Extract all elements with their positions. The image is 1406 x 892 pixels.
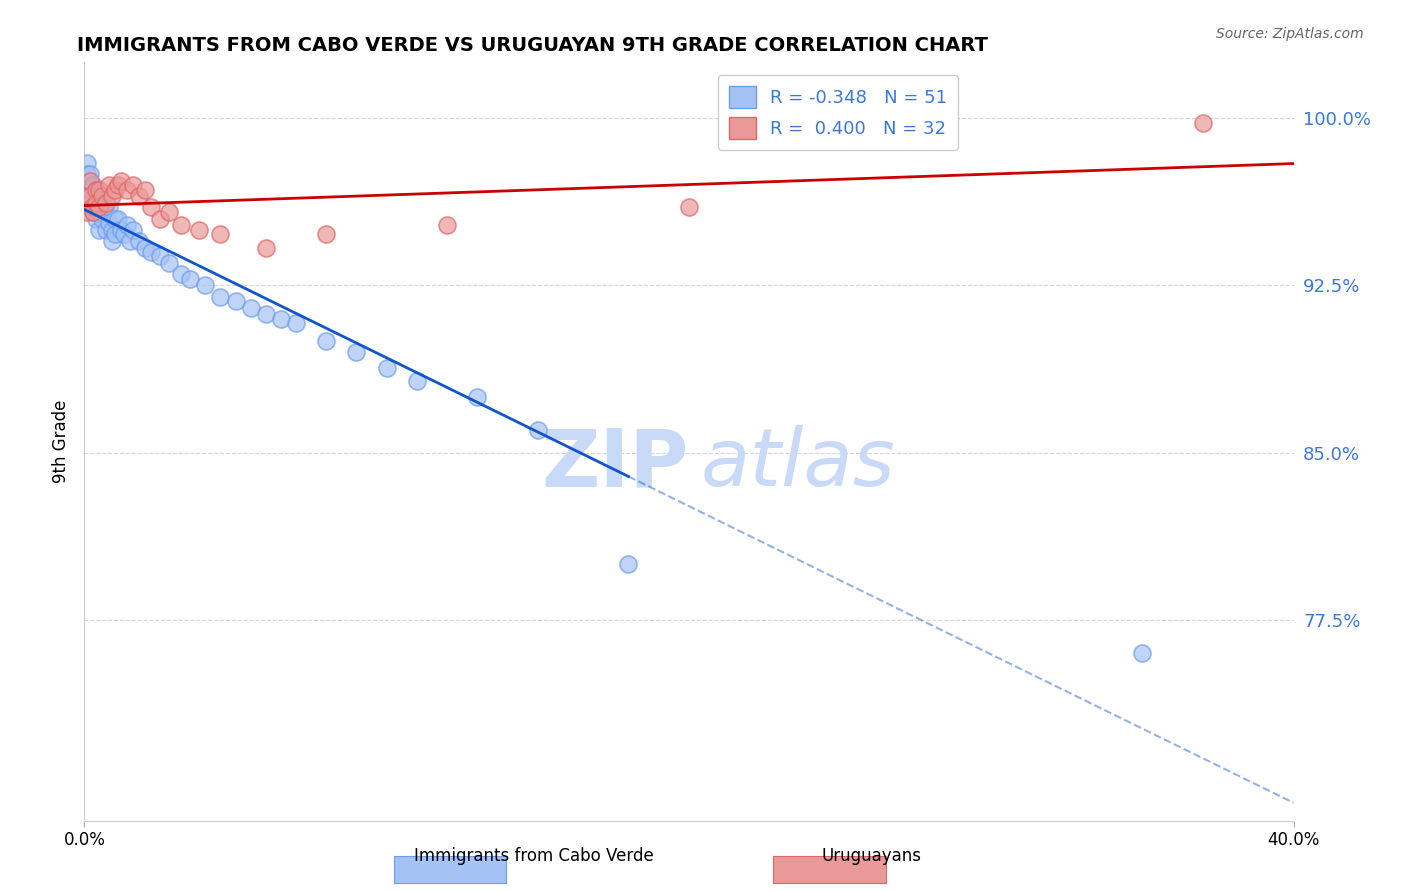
- Point: [79, 189, 101, 203]
- Point: [86, 211, 108, 226]
- Point: [79, 173, 101, 187]
- Point: [86, 182, 108, 196]
- Text: IMMIGRANTS FROM CABO VERDE VS URUGUAYAN 9TH GRADE CORRELATION CHART: IMMIGRANTS FROM CABO VERDE VS URUGUAYAN …: [77, 36, 988, 54]
- Point: [285, 316, 308, 330]
- Point: [94, 196, 117, 211]
- Point: [157, 205, 180, 219]
- Point: [86, 201, 108, 215]
- Point: [76, 155, 98, 169]
- Point: [110, 173, 132, 187]
- Point: [239, 301, 262, 315]
- Text: Uruguayans: Uruguayans: [821, 847, 922, 865]
- Text: atlas: atlas: [702, 425, 896, 503]
- Point: [82, 205, 104, 219]
- Point: [128, 234, 150, 248]
- Point: [678, 201, 700, 215]
- Point: [97, 178, 120, 192]
- Point: [179, 271, 201, 285]
- Point: [97, 201, 120, 215]
- Point: [110, 222, 132, 236]
- Text: Source: ZipAtlas.com: Source: ZipAtlas.com: [1216, 27, 1364, 41]
- Point: [128, 189, 150, 203]
- Point: [97, 216, 120, 230]
- Point: [139, 244, 162, 259]
- Point: [76, 167, 98, 181]
- Point: [315, 227, 337, 241]
- Point: [82, 201, 104, 215]
- Point: [91, 189, 114, 203]
- Point: [209, 289, 232, 303]
- Point: [467, 390, 489, 404]
- Point: [86, 182, 108, 196]
- Point: [315, 334, 337, 348]
- Point: [89, 201, 111, 215]
- Point: [91, 196, 114, 211]
- Point: [436, 218, 458, 232]
- Point: [188, 222, 211, 236]
- Point: [527, 423, 550, 437]
- Point: [76, 205, 98, 219]
- Point: [149, 250, 172, 264]
- Point: [346, 345, 368, 359]
- Point: [170, 267, 193, 281]
- Point: [121, 222, 143, 236]
- Point: [209, 227, 232, 241]
- Point: [254, 307, 277, 321]
- Point: [170, 218, 193, 232]
- Point: [134, 240, 156, 255]
- Point: [107, 178, 129, 192]
- Point: [104, 182, 127, 196]
- Point: [89, 189, 111, 203]
- Text: Immigrants from Cabo Verde: Immigrants from Cabo Verde: [415, 847, 654, 865]
- Point: [375, 360, 398, 375]
- Point: [139, 201, 162, 215]
- Point: [94, 205, 117, 219]
- Point: [94, 222, 117, 236]
- Point: [89, 182, 111, 196]
- Point: [100, 234, 122, 248]
- Point: [115, 218, 138, 232]
- Point: [115, 182, 138, 196]
- Point: [104, 211, 127, 226]
- Point: [82, 205, 104, 219]
- Point: [617, 557, 640, 571]
- Point: [100, 222, 122, 236]
- Point: [149, 211, 172, 226]
- Point: [118, 234, 141, 248]
- Point: [270, 311, 292, 326]
- Point: [254, 240, 277, 255]
- Point: [100, 189, 122, 203]
- Legend: R = -0.348   N = 51, R =  0.400   N = 32: R = -0.348 N = 51, R = 0.400 N = 32: [718, 75, 957, 150]
- Point: [76, 189, 98, 203]
- Point: [89, 205, 111, 219]
- Point: [82, 189, 104, 203]
- Text: ZIP: ZIP: [541, 425, 689, 503]
- Point: [86, 196, 108, 211]
- Point: [82, 178, 104, 192]
- Point: [225, 293, 247, 308]
- Point: [194, 278, 217, 293]
- Point: [1130, 647, 1153, 661]
- Point: [107, 211, 129, 226]
- Y-axis label: 9th Grade: 9th Grade: [52, 400, 70, 483]
- Point: [1192, 115, 1215, 129]
- Point: [104, 227, 127, 241]
- Point: [89, 222, 111, 236]
- Point: [406, 374, 429, 388]
- Point: [121, 178, 143, 192]
- Point: [91, 211, 114, 226]
- Point: [112, 227, 135, 241]
- Point: [134, 182, 156, 196]
- Point: [157, 256, 180, 270]
- Point: [79, 167, 101, 181]
- Point: [79, 182, 101, 196]
